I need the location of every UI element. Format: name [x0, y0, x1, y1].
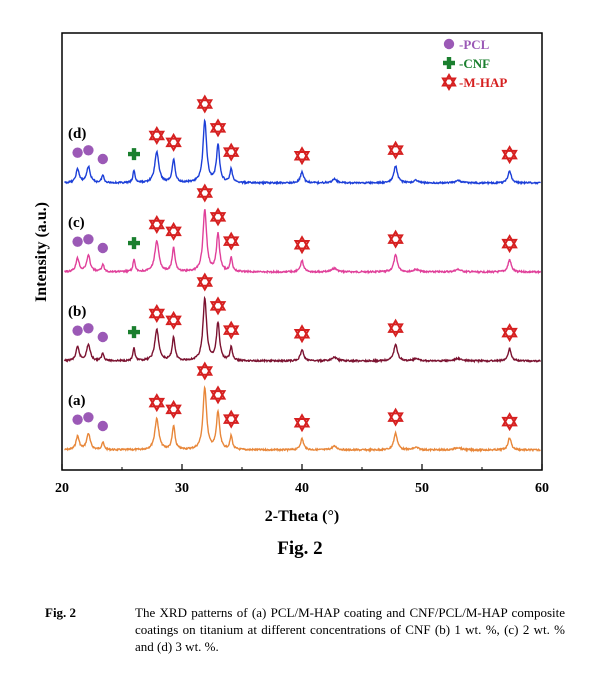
m-hap-peak-marker	[196, 361, 214, 381]
pcl-peak-marker	[97, 420, 109, 432]
xrd-trace	[64, 385, 541, 453]
cnf-peak-marker	[128, 326, 140, 339]
x-tick-label: 20	[55, 481, 69, 496]
x-tick-label: 50	[415, 481, 429, 496]
x-tick-label: 40	[295, 481, 309, 496]
pcl-peak-marker	[97, 242, 109, 254]
pcl-peak-marker	[72, 325, 83, 336]
pcl-peak-marker	[97, 153, 109, 165]
x-tick-label: 30	[175, 481, 189, 496]
m-hap-peak-marker	[441, 72, 457, 92]
trace-label: (a)	[68, 393, 86, 409]
x-axis-label: 2-Theta (°)	[265, 508, 339, 525]
pcl-peak-marker	[97, 331, 109, 343]
m-hap-peak-marker	[165, 132, 182, 152]
m-hap-peak-marker	[222, 409, 240, 429]
m-hap-peak-marker	[387, 407, 404, 427]
pcl-peak-marker	[443, 38, 455, 50]
trace-label: (c)	[68, 215, 85, 231]
legend-label: -CNF	[459, 56, 490, 71]
m-hap-peak-marker	[165, 221, 182, 241]
cnf-peak-marker	[128, 237, 140, 250]
m-hap-peak-marker	[501, 412, 518, 432]
pcl-peak-marker	[72, 236, 83, 247]
cnf-peak-marker	[443, 57, 455, 69]
m-hap-peak-marker	[387, 229, 404, 249]
xrd-chart: 20 30 40 50 60 (a) (b) (c) (d) -PCL -CNF -M-HAP 2…	[33, 32, 549, 525]
pcl-peak-marker	[83, 412, 94, 423]
pcl-peak-marker	[72, 147, 83, 158]
xrd-trace	[63, 295, 542, 364]
pcl-peak-marker	[83, 145, 94, 156]
m-hap-peak-marker	[209, 118, 227, 138]
m-hap-peak-marker	[222, 231, 240, 251]
figure-title: Fig. 2	[277, 538, 323, 559]
legend-label: -M-HAP	[459, 75, 507, 90]
m-hap-peak-marker	[387, 318, 404, 338]
m-hap-peak-marker	[222, 320, 240, 340]
pcl-peak-marker	[72, 414, 83, 425]
m-hap-peak-marker	[501, 323, 518, 343]
legend-label: -PCL	[459, 37, 490, 52]
m-hap-peak-marker	[293, 146, 311, 166]
m-hap-peak-marker	[148, 215, 166, 235]
x-tick-label: 60	[535, 481, 549, 496]
m-hap-peak-marker	[196, 272, 214, 292]
cnf-peak-marker	[128, 148, 140, 161]
xrd-trace	[63, 209, 542, 275]
pcl-peak-marker	[83, 234, 94, 245]
y-axis-label: Intensity (a.u.)	[33, 202, 50, 302]
m-hap-peak-marker	[209, 385, 227, 405]
trace-label: (b)	[68, 304, 86, 320]
m-hap-peak-marker	[387, 140, 404, 160]
m-hap-peak-marker	[293, 324, 311, 344]
m-hap-peak-marker	[222, 142, 240, 162]
m-hap-peak-marker	[196, 183, 214, 203]
m-hap-peak-marker	[209, 296, 227, 316]
caption-text: The XRD patterns of (a) PCL/M-HAP coatin…	[135, 605, 565, 654]
m-hap-peak-marker	[293, 235, 311, 255]
xrd-trace	[64, 118, 541, 186]
m-hap-peak-marker	[501, 234, 518, 254]
m-hap-peak-marker	[165, 310, 182, 330]
caption-label: Fig. 2	[45, 605, 77, 620]
pcl-peak-marker	[83, 323, 94, 334]
m-hap-peak-marker	[209, 207, 227, 227]
m-hap-peak-marker	[148, 126, 166, 146]
m-hap-peak-marker	[293, 413, 311, 433]
m-hap-peak-marker	[148, 304, 166, 324]
trace-label: (d)	[68, 126, 86, 142]
m-hap-peak-marker	[165, 399, 182, 419]
m-hap-peak-marker	[148, 393, 166, 413]
m-hap-peak-marker	[501, 145, 518, 165]
m-hap-peak-marker	[196, 94, 214, 114]
